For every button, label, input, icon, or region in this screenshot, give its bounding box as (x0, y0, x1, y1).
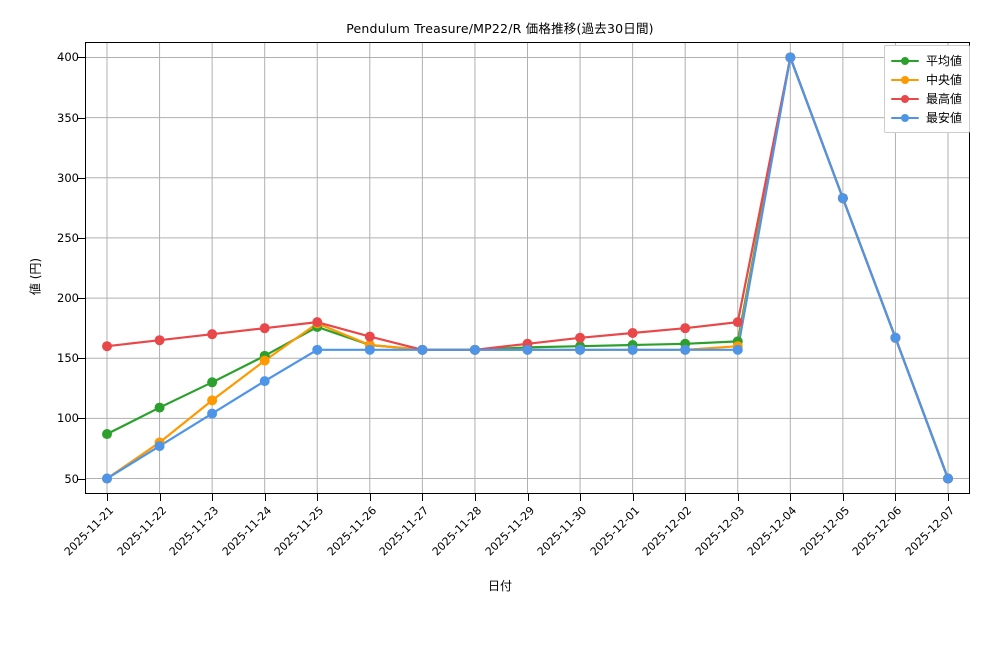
data-point-2-4 (259, 355, 270, 366)
legend-marker-icon (891, 111, 919, 125)
data-point-3-1 (102, 341, 112, 352)
x-tick-mark (737, 494, 739, 501)
data-point-4-2 (154, 441, 165, 452)
x-tick-mark (948, 494, 949, 501)
y-tick-label: 400 (57, 50, 79, 65)
y-tick-label: 250 (57, 230, 79, 245)
x-tick-mark (790, 494, 792, 501)
x-tick-mark (527, 494, 529, 501)
data-point-4-16 (890, 332, 901, 343)
plot-svg (86, 43, 969, 493)
x-axis-label: 日付 (487, 579, 512, 593)
data-point-4-13 (732, 344, 743, 355)
y-tick-mark (78, 298, 85, 300)
data-point-4-5 (312, 344, 323, 355)
y-tick-mark (78, 57, 85, 59)
data-point-4-4 (259, 376, 270, 387)
data-point-3-5 (312, 317, 323, 328)
legend-label: 最安値 (926, 111, 963, 125)
x-tick-mark (895, 494, 897, 501)
data-point-4-7 (417, 344, 428, 355)
data-point-3-12 (680, 323, 691, 334)
x-tick-mark (264, 494, 266, 501)
y-tick-mark (78, 177, 85, 179)
x-tick-mark (317, 494, 319, 501)
x-tick-mark (212, 494, 214, 501)
y-tick-label: 100 (57, 411, 79, 426)
data-point-4-10 (575, 344, 586, 355)
y-tick-label: 200 (57, 291, 79, 306)
legend-marker-icon (891, 73, 919, 87)
data-point-4-11 (627, 344, 638, 355)
data-point-3-2 (154, 335, 165, 346)
x-tick-mark (474, 494, 476, 501)
data-point-4-8 (469, 344, 480, 355)
x-tick-mark (369, 494, 371, 501)
data-point-3-4 (259, 323, 270, 334)
y-tick-mark (78, 117, 85, 119)
data-point-3-11 (627, 327, 638, 338)
x-tick-mark (107, 494, 108, 501)
x-tick-mark (159, 494, 161, 501)
data-point-4-6 (364, 344, 375, 355)
legend-item-2[interactable]: 中央値 (891, 70, 962, 89)
y-tick-mark (78, 478, 85, 480)
data-point-4-15 (837, 193, 848, 204)
data-point-3-6 (364, 331, 375, 342)
chart-title: Pendulum Treasure/MP22/R 価格推移(過去30日間) (346, 21, 654, 36)
data-point-4-9 (522, 344, 533, 355)
data-point-4-12 (680, 344, 691, 355)
x-tick-mark (422, 494, 424, 501)
chart-legend: 平均値中央値最高値最安値 (884, 45, 971, 133)
x-tick-mark (632, 494, 634, 501)
data-point-4-3 (207, 408, 218, 419)
data-point-4-1 (102, 473, 112, 484)
legend-label: 平均値 (926, 54, 963, 68)
legend-label: 中央値 (926, 73, 963, 87)
data-point-2-3 (207, 395, 218, 406)
data-point-1-2 (154, 402, 165, 413)
y-tick-mark (78, 237, 85, 239)
legend-label: 最高値 (926, 92, 963, 106)
y-tick-mark (78, 418, 85, 420)
data-point-3-13 (732, 317, 743, 328)
legend-item-3[interactable]: 最高値 (891, 89, 962, 108)
legend-marker-icon (891, 92, 919, 106)
data-point-3-3 (207, 329, 218, 340)
legend-marker-icon (891, 54, 919, 68)
chart-figure: Pendulum Treasure/MP22/R 価格推移(過去30日間) 値 … (28, 21, 971, 593)
data-point-4-17 (943, 473, 953, 484)
data-point-3-10 (575, 332, 586, 343)
x-tick-mark (580, 494, 582, 501)
y-axis-label: 値 (円) (28, 257, 43, 296)
y-tick-label: 300 (57, 170, 79, 185)
plot-area (85, 42, 970, 494)
y-tick-mark (78, 358, 85, 360)
y-tick-label: 150 (57, 351, 79, 366)
legend-item-1[interactable]: 平均値 (891, 51, 962, 70)
y-tick-label: 50 (64, 471, 79, 486)
data-point-4-14 (785, 52, 796, 63)
y-tick-label: 350 (57, 110, 79, 125)
legend-item-4[interactable]: 最安値 (891, 108, 962, 127)
data-point-1-3 (207, 377, 218, 388)
x-tick-mark (842, 494, 844, 501)
data-point-1-1 (102, 429, 112, 440)
x-tick-mark (685, 494, 687, 501)
